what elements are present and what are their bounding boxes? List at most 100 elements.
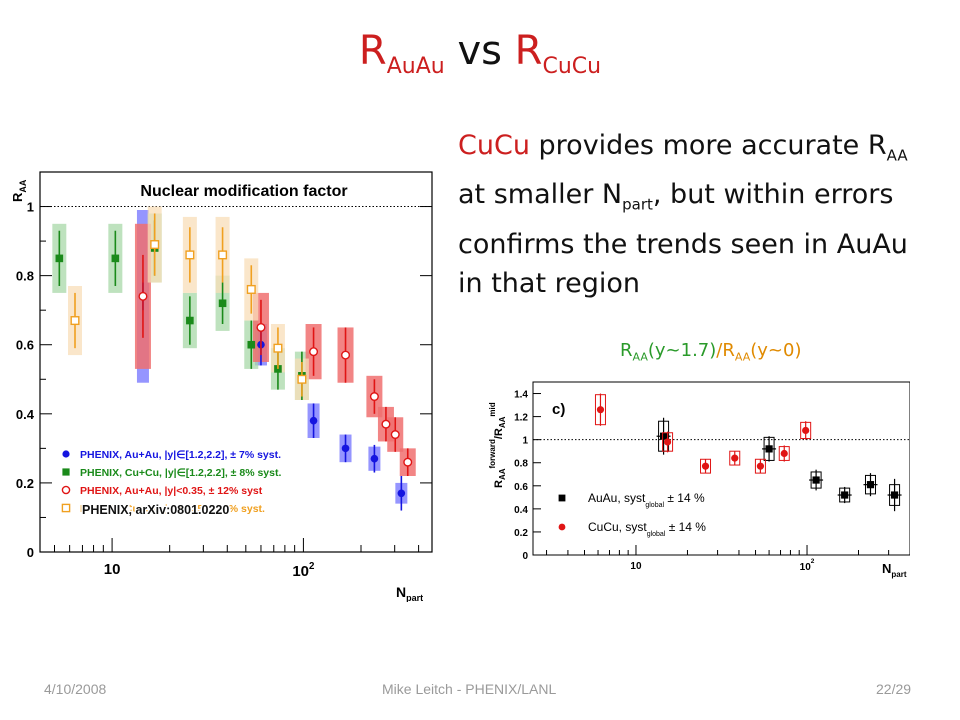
- syst-box: [754, 458, 766, 474]
- legend-marker: [61, 485, 71, 495]
- footer-author: Mike Leitch - PHENIX/LANL: [382, 681, 557, 697]
- data-point: [397, 489, 406, 498]
- data-point: [218, 299, 227, 308]
- data-point: [369, 392, 379, 402]
- y-tick-label: 0: [522, 551, 528, 562]
- legend-entry: PHENIX, Cu+Cu, |y|∈[1.2,2.2], ± 8% syst.: [80, 467, 281, 479]
- y-tick-label: 0: [27, 545, 34, 560]
- data-point: [309, 347, 319, 357]
- data-point: [765, 445, 773, 453]
- data-point: [701, 462, 710, 470]
- chart-title: Nuclear modification factor: [140, 183, 347, 200]
- data-point: [185, 250, 195, 260]
- footer-page: 22/29: [876, 681, 912, 697]
- data-point: [70, 316, 80, 326]
- title-r1: R: [358, 28, 387, 74]
- data-point: [802, 426, 810, 435]
- raa-chart: 0 0.2 0.4 0.6 0.8 1 10 102 Nuclear modification …: [10, 171, 433, 602]
- x-tick-label: 10: [104, 561, 121, 578]
- legend-marker: [61, 503, 71, 513]
- ratio-aa2: AA: [734, 350, 751, 364]
- data-point: [246, 284, 256, 294]
- title-sub1: AuAu: [386, 54, 445, 79]
- x-axis-label: Npart: [882, 561, 907, 579]
- ratio-r1: R: [620, 340, 633, 361]
- data-point: [297, 374, 307, 384]
- legend-entry: PHENIX, Cu+Cu, |y|<0.35, ± 11% syst.: [80, 503, 265, 515]
- caption-part-sub: part: [622, 195, 653, 214]
- y-tick-label: 1.4: [514, 390, 528, 401]
- data-point: [341, 444, 350, 453]
- data-point: [390, 430, 400, 440]
- ratio-y2: (y~0): [750, 340, 802, 361]
- x-tick-label: 102: [292, 561, 315, 580]
- y-tick-label: 0.6: [514, 482, 528, 493]
- syst-box: [700, 458, 712, 474]
- y-tick-label: 0.4: [16, 407, 35, 422]
- legend-marker: [558, 494, 566, 502]
- data-point: [381, 419, 391, 429]
- data-point: [841, 491, 849, 499]
- y-tick-label: 1: [522, 436, 528, 447]
- y-tick-label: 0.8: [16, 269, 34, 284]
- legend-marker: [62, 468, 70, 476]
- legend-entry: PHENIX, Au+Au, |y|<0.35, ± 12% syst: [80, 485, 263, 497]
- slide-caption: CuCu provides more accurate RAA at small…: [458, 126, 928, 303]
- caption-part3: , but within errors confirms the trends …: [458, 179, 908, 299]
- plot-frame: [39, 171, 433, 553]
- y-axis-label: RAAforward/RAAmid: [488, 402, 507, 488]
- y-tick-label: 0.6: [16, 338, 34, 353]
- data-point: [218, 250, 228, 260]
- title-sub2: CuCu: [542, 54, 602, 79]
- title-r2: R: [514, 28, 543, 74]
- panel-label: c): [552, 401, 565, 418]
- x-tick-label: 102: [800, 558, 815, 573]
- legend-entry: PHENIX, Au+Au, |y|∈[1.2,2.2], ± 7% syst.: [80, 449, 281, 461]
- data-point: [659, 432, 668, 440]
- y-tick-label: 0.8: [514, 459, 528, 470]
- data-point: [780, 449, 788, 458]
- data-point: [138, 291, 148, 301]
- data-point: [890, 491, 899, 499]
- title-vs: vs: [457, 28, 502, 74]
- y-tick-label: 1.2: [514, 413, 528, 424]
- slide-title: RAuAu vs RCuCu: [0, 28, 960, 79]
- legend-marker: [62, 450, 70, 458]
- data-point: [812, 476, 820, 484]
- y-tick-label: 0.2: [16, 476, 34, 491]
- data-point: [756, 462, 765, 470]
- data-point: [309, 416, 318, 425]
- caption-part2: at smaller N: [458, 179, 623, 211]
- caption-r: R: [867, 130, 887, 161]
- ratio-slash: /: [716, 340, 723, 361]
- data-point: [403, 457, 413, 467]
- caption-highlight: CuCu: [458, 130, 530, 161]
- caption-aa: AA: [886, 146, 908, 165]
- data-point: [111, 254, 120, 263]
- footer-date: 4/10/2008: [44, 681, 107, 697]
- ratio-r2: R: [722, 340, 735, 361]
- y-axis-label: RAA: [10, 179, 28, 202]
- data-point: [596, 406, 605, 414]
- data-point: [731, 454, 739, 462]
- data-point: [273, 343, 283, 353]
- y-tick-label: 0.4: [514, 505, 528, 516]
- ratio-label: RAA(y~1.7)/RAA(y~0): [620, 340, 801, 364]
- y-tick-label: 1: [27, 200, 34, 215]
- ratio-chart: c) 0 0.2 0.4 0.6 0.8 1 1.2 1.4 10 102 RAAforward/RA…: [488, 381, 910, 579]
- data-point: [150, 240, 160, 250]
- data-point: [370, 454, 379, 463]
- data-point: [55, 254, 64, 263]
- data-point: [247, 340, 256, 349]
- ratio-y1: (y~1.7): [647, 340, 717, 361]
- y-tick-label: 0.2: [514, 528, 528, 539]
- data-point: [663, 438, 672, 446]
- caption-part1: provides more accurate: [538, 130, 860, 161]
- data-point: [256, 322, 266, 332]
- ratio-aa1: AA: [632, 350, 648, 364]
- source-annotation: PHENIX, arXiv:0801.0220: [82, 503, 229, 517]
- legend-marker: [558, 523, 566, 531]
- x-axis-label: Npart: [396, 584, 423, 602]
- x-tick-label: 10: [630, 561, 642, 572]
- data-point: [341, 350, 351, 360]
